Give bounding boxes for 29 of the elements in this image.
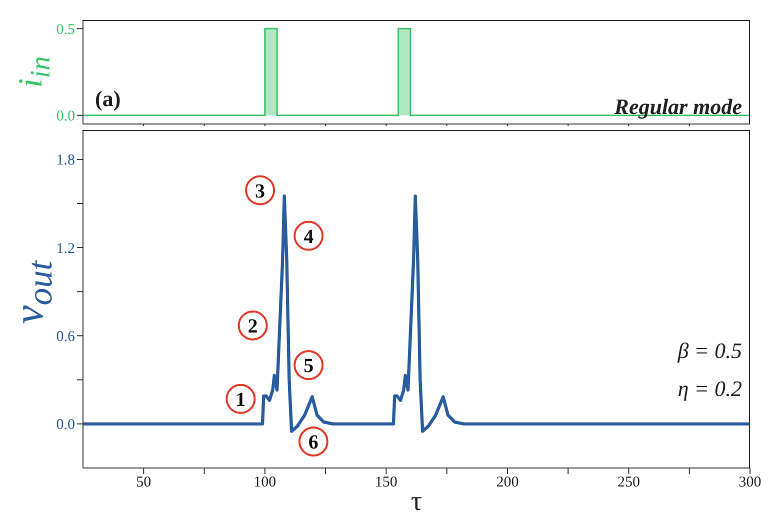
- annotation: η = 0.2: [678, 376, 742, 402]
- y-tick-label: 0.5: [56, 22, 75, 38]
- y-tick-label: 0.6: [56, 329, 76, 346]
- y-tick-label: 1.2: [56, 240, 75, 257]
- x-tick-label: 200: [496, 474, 519, 491]
- y-tick-label: 0.0: [56, 108, 75, 125]
- y-tick-label: 1.8: [56, 152, 75, 169]
- annotation: 5: [304, 355, 314, 378]
- x-tick-label: 50: [136, 474, 152, 491]
- circled-label: 4: [294, 220, 324, 251]
- x-tick-label: 100: [254, 474, 276, 491]
- circled-label: 1: [226, 384, 256, 414]
- annotation: (a): [95, 86, 121, 112]
- annotation: Regular mode: [614, 94, 742, 120]
- circled-label: 2: [238, 310, 268, 340]
- annotation: 6: [308, 432, 318, 454]
- x-tick-label: 300: [738, 474, 762, 491]
- circled-label: 3: [245, 175, 276, 206]
- annotation: 3: [255, 180, 266, 202]
- y-tick-label: 0.0: [56, 417, 75, 434]
- x-tick-label: 250: [617, 474, 640, 491]
- annotation: 4: [304, 226, 314, 248]
- circled-label: 5: [294, 350, 324, 380]
- annotation: 2: [248, 315, 258, 338]
- annotation: β = 0.5: [678, 338, 742, 364]
- x-axis-title: τ: [410, 486, 422, 517]
- circled-label: 6: [298, 426, 328, 457]
- x-tick-label: 150: [374, 474, 398, 491]
- annotation: 1: [236, 388, 246, 411]
